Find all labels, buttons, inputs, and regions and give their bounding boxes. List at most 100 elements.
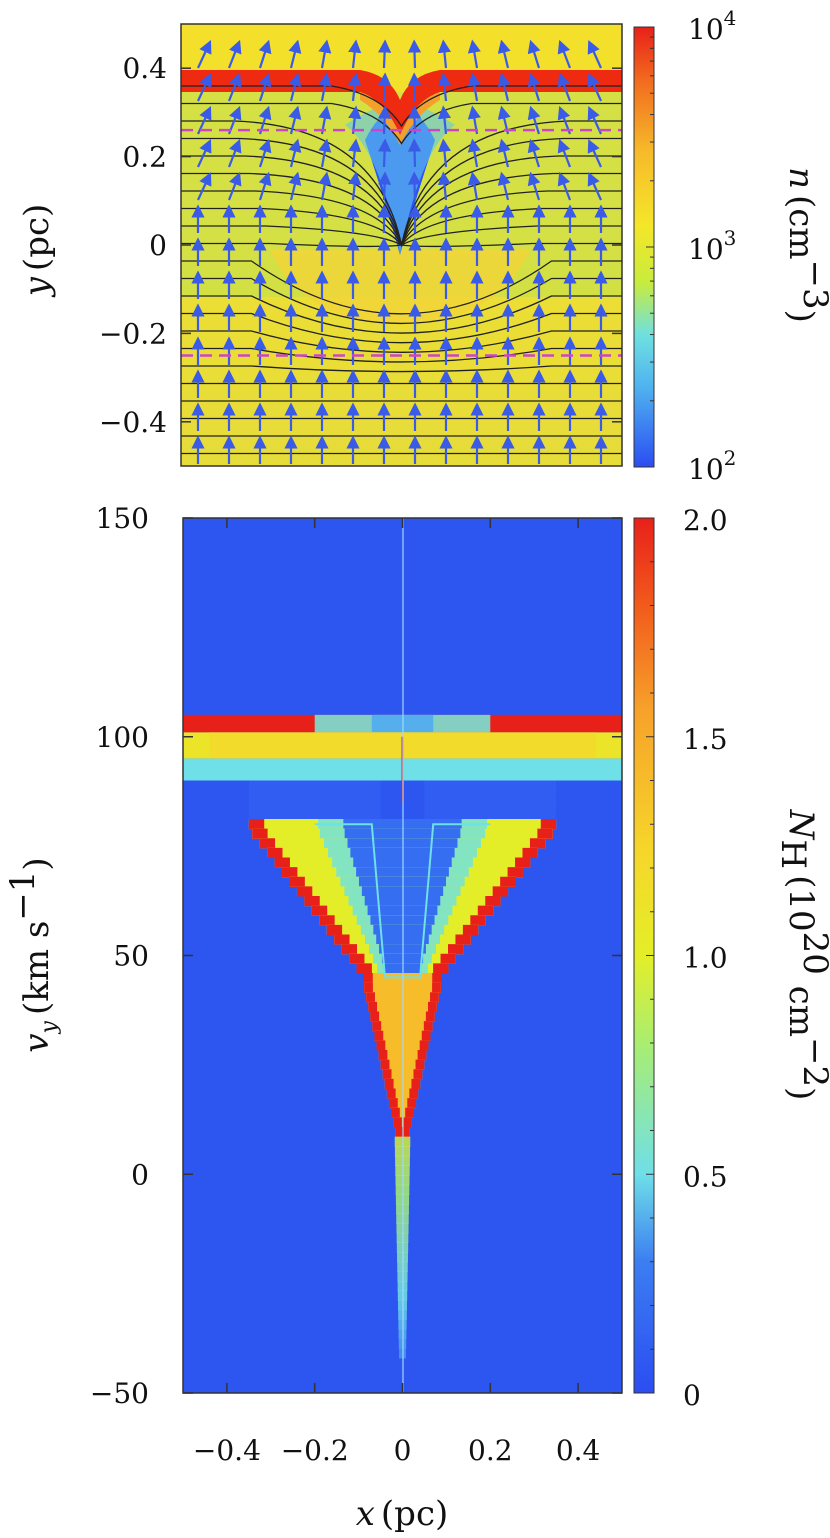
funnel-top-left	[248, 780, 381, 791]
velocity-vector	[497, 138, 511, 168]
velocity-vector	[587, 39, 603, 69]
bottom-y-tick-label: 150	[96, 502, 149, 535]
top-panel: 0.4 0.2 0 −0.2 −0.4 y(pc) 104 103 102 n(cm−3)	[17, 6, 830, 486]
top-y-tick-label: −0.4	[99, 406, 167, 439]
velocity-vector	[407, 138, 422, 168]
velocity-vector	[318, 171, 332, 201]
velocity-vector	[467, 138, 481, 168]
funnel-top-right	[424, 790, 557, 801]
funnel-top-right	[424, 799, 557, 810]
velocity-vector	[348, 138, 362, 168]
funnel-lower-edge-right	[430, 992, 439, 1003]
funnel-lower-edge-left	[395, 1127, 404, 1138]
funnel-lower-edge-left	[380, 1059, 390, 1070]
velocity-vector	[288, 39, 302, 69]
velocity-vector	[348, 171, 362, 201]
funnel-edge-left	[289, 876, 305, 887]
funnel-lower-edge-left	[391, 1107, 400, 1118]
funnel-lower-edge-right	[405, 1107, 414, 1118]
funnel-top-left	[248, 799, 381, 810]
funnel-edge-right	[462, 924, 479, 935]
top-cavity-halo	[345, 100, 455, 255]
funnel-lower-edge-right	[421, 1030, 431, 1041]
funnel-lower-edge-left	[372, 1021, 382, 1032]
funnel-lower-edge-right	[407, 1098, 417, 1109]
velocity-vector	[497, 171, 511, 201]
velocity-vector	[378, 39, 392, 69]
bottom-y-tick-label: 100	[96, 721, 149, 754]
funnel-lower-edge-left	[382, 1069, 392, 1080]
funnel-lower-edge-left	[386, 1088, 396, 1099]
funnel-edge-right	[470, 915, 486, 926]
velocity-vector	[467, 171, 481, 201]
top-density-map	[181, 24, 622, 466]
top-velocity-vectors	[191, 39, 608, 464]
field-line	[181, 365, 622, 373]
top-y-tick-label: 0.4	[122, 52, 167, 85]
funnel-lower-edge-right	[401, 1127, 410, 1138]
funnel-edge-left	[311, 905, 328, 916]
velocity-vector	[437, 72, 452, 102]
funnel-lower-edge-right	[403, 1117, 412, 1128]
funnel-top-left	[248, 790, 381, 801]
velocity-vector	[437, 171, 452, 201]
velocity-vector	[437, 138, 452, 168]
velocity-vector	[467, 72, 481, 102]
bottom-column-density-map	[183, 518, 622, 1393]
velocity-vector	[527, 72, 541, 102]
velocity-vector	[527, 39, 541, 69]
funnel-lower-edge-right	[417, 1050, 427, 1061]
bottom-colorbar-tick-label: 2.0	[683, 504, 728, 537]
velocity-vector	[227, 171, 242, 201]
velocity-vector	[348, 39, 362, 69]
velocity-vector	[587, 72, 603, 102]
velocity-vector	[348, 72, 362, 102]
top-y-tick-label: 0.2	[122, 141, 167, 174]
top-colorbar-ticks: 104 103 102	[646, 6, 736, 486]
funnel-edge-left	[267, 847, 283, 858]
funnel-lower-edge-right	[432, 973, 442, 984]
funnel-edge-left	[274, 857, 290, 868]
funnel-lower-edge-right	[411, 1078, 421, 1089]
funnel-edge-right	[455, 934, 471, 945]
velocity-vector	[197, 40, 212, 69]
funnel-lower-edge-left	[374, 1030, 384, 1041]
velocity-vector	[497, 72, 511, 102]
funnel-lower-edge-left	[364, 982, 373, 993]
field-line	[181, 312, 622, 344]
velocity-vector	[227, 72, 242, 102]
velocity-vector	[378, 72, 392, 102]
velocity-vector	[557, 171, 572, 201]
top-bowl-region	[270, 250, 530, 325]
top-colorbar-tick-label: 104	[688, 6, 736, 46]
velocity-vector	[258, 138, 272, 168]
funnel-lower-edge-right	[427, 1001, 437, 1012]
bottom-colorbar-tick-label: 1.5	[683, 723, 728, 756]
bottom-x-tick-label: 0.4	[556, 1434, 601, 1467]
velocity-vector	[557, 138, 572, 168]
velocity-vector	[378, 138, 392, 168]
velocity-vector	[437, 39, 452, 69]
funnel-edge-right	[433, 963, 449, 974]
velocity-vector	[197, 172, 212, 201]
field-line	[181, 260, 622, 315]
velocity-vector	[227, 138, 242, 168]
funnel-edge-left	[356, 963, 372, 974]
bottom-xlabel: x (pc)	[356, 1494, 449, 1534]
velocity-vector	[288, 72, 302, 102]
funnel-top-right	[424, 809, 557, 820]
funnel-lower-edge-left	[384, 1078, 394, 1089]
velocity-vector	[197, 73, 212, 102]
funnel-lower-edge-left	[378, 1050, 388, 1061]
funnel-edge-right	[485, 896, 501, 907]
bottom-y-tick-label: 0	[131, 1158, 149, 1191]
velocity-vector	[587, 138, 603, 168]
funnel-lower-edge-right	[425, 1011, 435, 1022]
funnel-edge-left	[319, 915, 335, 926]
field-line	[181, 330, 622, 353]
bottom-colorbar-tick-label: 0	[683, 1379, 701, 1412]
funnel-edge-left	[326, 924, 343, 935]
funnel-edge-right	[507, 867, 523, 878]
velocity-vector	[258, 72, 272, 102]
bottom-x-ticks: −0.4 −0.2 0 0.2 0.4	[193, 518, 600, 1467]
